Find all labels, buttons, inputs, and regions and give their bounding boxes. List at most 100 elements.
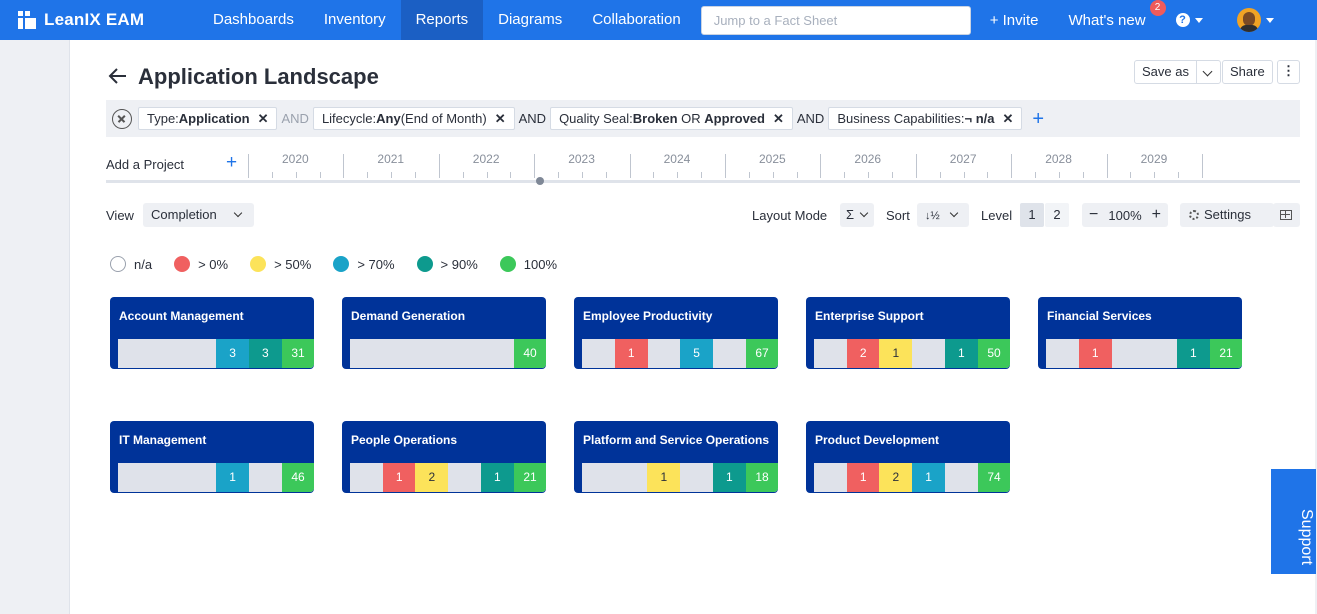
capability-card[interactable]: Product Development 1 2 1 74 — [806, 421, 1010, 493]
completion-segment[interactable]: 31 — [282, 339, 315, 368]
capability-card[interactable]: Enterprise Support 2 1 1 50 — [806, 297, 1010, 369]
remove-filter-icon[interactable]: ✕ — [258, 111, 269, 127]
nav-inventory[interactable]: Inventory — [309, 0, 401, 40]
save-as-button[interactable]: Save as — [1135, 61, 1196, 83]
timeline[interactable]: 2020 2021 2022 2023 2024 2025 2026 2027 2028 2029 — [248, 150, 1300, 186]
filter-chip-lifecycle[interactable]: Lifecycle: Any (End of Month) ✕ — [313, 107, 515, 130]
filter-value: Broken — [633, 111, 678, 126]
capability-card[interactable]: Financial Services 1 1 21 — [1038, 297, 1242, 369]
completion-segment[interactable]: 50 — [978, 339, 1011, 368]
remove-filter-icon[interactable]: ✕ — [495, 111, 506, 127]
capability-card[interactable]: IT Management 1 46 — [110, 421, 314, 493]
add-project-icon[interactable]: + — [226, 152, 237, 174]
completion-segment[interactable]: 46 — [282, 463, 315, 492]
capability-card-title: Product Development — [815, 433, 939, 447]
user-menu[interactable] — [1237, 8, 1274, 32]
back-arrow-icon[interactable] — [108, 67, 128, 85]
jump-to-fact-sheet-input[interactable] — [701, 6, 971, 35]
remove-filter-icon[interactable]: ✕ — [1003, 111, 1014, 127]
brand-name: LeanIX EAM — [44, 10, 144, 30]
zoom-in-icon[interactable]: + — [1152, 206, 1161, 224]
nav-collaboration[interactable]: Collaboration — [577, 0, 695, 40]
legend-label: > 70% — [357, 257, 394, 272]
filter-operator: AND — [281, 111, 308, 126]
more-options-icon[interactable]: ⋮ — [1277, 60, 1300, 84]
settings-button[interactable]: Settings — [1180, 203, 1274, 227]
timeline-year-label: 2020 — [282, 152, 309, 166]
capability-card[interactable]: Platform and Service Operations 1 1 18 — [574, 421, 778, 493]
level-1-button[interactable]: 1 — [1020, 203, 1044, 227]
support-tab[interactable]: Support — [1271, 469, 1316, 574]
timeline-year-label: 2025 — [759, 152, 786, 166]
legend-swatch — [174, 256, 190, 272]
completion-segment[interactable]: 3 — [249, 339, 282, 368]
table-view-button[interactable] — [1273, 203, 1300, 227]
top-bar: LeanIX EAM Dashboards Inventory Reports … — [0, 0, 1317, 40]
completion-segment[interactable]: 74 — [978, 463, 1011, 492]
zoom-out-icon[interactable]: − — [1089, 206, 1098, 224]
completion-segment[interactable]: 1 — [912, 463, 945, 492]
help-menu[interactable]: ? — [1176, 13, 1203, 27]
completion-segment[interactable]: 1 — [945, 339, 978, 368]
save-as-dropdown-chevron-icon[interactable] — [1196, 61, 1220, 83]
sort-select[interactable]: ↓½ — [917, 203, 969, 227]
completion-segment[interactable]: 2 — [415, 463, 448, 492]
completion-segment[interactable]: 1 — [216, 463, 249, 492]
completion-segment[interactable]: 2 — [847, 339, 880, 368]
completion-segment[interactable]: 1 — [847, 463, 880, 492]
timeline-date-handle[interactable] — [536, 177, 544, 185]
completion-segment[interactable]: 40 — [514, 339, 547, 368]
completion-bar: 1 5 67 — [582, 339, 778, 368]
filter-chip-quality-seal[interactable]: Quality Seal: Broken OR Approved ✕ — [550, 107, 793, 130]
nav-reports[interactable]: Reports — [401, 0, 484, 40]
completion-segment[interactable]: 5 — [680, 339, 713, 368]
filter-bar: Type: Application ✕ AND Lifecycle: Any (… — [106, 100, 1300, 137]
completion-segment[interactable]: 1 — [615, 339, 648, 368]
completion-segment[interactable]: 1 — [1079, 339, 1112, 368]
completion-segment[interactable]: 1 — [713, 463, 746, 492]
timeline-year-tick — [725, 154, 726, 178]
whats-new-button[interactable]: What's new 2 — [1068, 12, 1145, 29]
capability-card[interactable]: Account Management 3 3 31 — [110, 297, 314, 369]
completion-segment[interactable]: 1 — [481, 463, 514, 492]
legend-item: n/a — [110, 256, 152, 272]
completion-segment[interactable]: 1 — [383, 463, 416, 492]
nav-diagrams[interactable]: Diagrams — [483, 0, 577, 40]
filter-chip-type[interactable]: Type: Application ✕ — [138, 107, 277, 130]
timeline-year-tick — [439, 154, 440, 178]
completion-segment[interactable]: 67 — [746, 339, 779, 368]
layout-mode-select[interactable]: Σ — [840, 203, 874, 227]
completion-segment[interactable]: 21 — [514, 463, 547, 492]
completion-bar: 1 1 18 — [582, 463, 778, 492]
remove-filter-icon[interactable]: ✕ — [773, 111, 784, 127]
capability-card[interactable]: Employee Productivity 1 5 67 — [574, 297, 778, 369]
completion-segment[interactable]: 18 — [746, 463, 779, 492]
view-value: Completion — [151, 207, 217, 222]
nav-dashboards[interactable]: Dashboards — [198, 0, 309, 40]
timeline-quarter-tick — [582, 172, 583, 178]
leanix-logo-icon — [18, 11, 36, 29]
invite-button[interactable]: + Invite — [990, 12, 1039, 29]
capability-card[interactable]: Demand Generation 40 — [342, 297, 546, 369]
share-button[interactable]: Share — [1222, 60, 1273, 84]
completion-segment[interactable]: 1 — [879, 339, 912, 368]
gear-icon — [1189, 210, 1199, 220]
completion-segment[interactable]: 1 — [1177, 339, 1210, 368]
clear-filters-icon[interactable] — [112, 109, 132, 129]
brand[interactable]: LeanIX EAM — [0, 10, 198, 30]
completion-bar: 1 1 21 — [1046, 339, 1242, 368]
completion-segment[interactable]: 3 — [216, 339, 249, 368]
completion-segment[interactable]: 1 — [647, 463, 680, 492]
filter-chip-business-capabilities[interactable]: Business Capabilities: ¬ n/a ✕ — [828, 107, 1022, 130]
add-filter-icon[interactable]: + — [1032, 109, 1044, 129]
completion-segment[interactable]: 2 — [879, 463, 912, 492]
level-2-button[interactable]: 2 — [1045, 203, 1069, 227]
sigma-icon: Σ — [846, 207, 854, 222]
chevron-down-icon — [860, 209, 868, 217]
layout-mode-label: Layout Mode — [752, 208, 827, 223]
timeline-year-label: 2027 — [950, 152, 977, 166]
completion-segment[interactable]: 21 — [1210, 339, 1243, 368]
capability-card[interactable]: People Operations 1 2 1 21 — [342, 421, 546, 493]
view-select[interactable]: Completion — [143, 203, 254, 227]
chevron-down-icon — [234, 209, 242, 217]
